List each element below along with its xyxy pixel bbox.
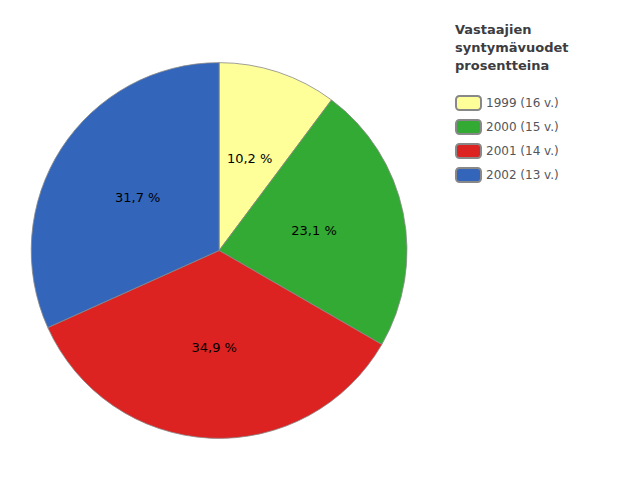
svg-text:2000 (15 v.): 2000 (15 v.) (486, 120, 559, 134)
svg-text:2001 (14 v.): 2001 (14 v.) (486, 144, 559, 158)
svg-text:syntymävuodet: syntymävuodet (455, 40, 568, 55)
svg-text:Vastaajien: Vastaajien (455, 22, 532, 37)
svg-text:23,1 %: 23,1 % (291, 223, 336, 238)
svg-text:prosentteina: prosentteina (455, 58, 549, 73)
svg-text:31,7 %: 31,7 % (115, 190, 160, 205)
svg-text:34,9 %: 34,9 % (192, 340, 237, 355)
svg-text:1999 (16 v.): 1999 (16 v.) (486, 96, 559, 110)
svg-text:10,2 %: 10,2 % (227, 151, 272, 166)
svg-text:2002 (13 v.): 2002 (13 v.) (486, 168, 559, 182)
